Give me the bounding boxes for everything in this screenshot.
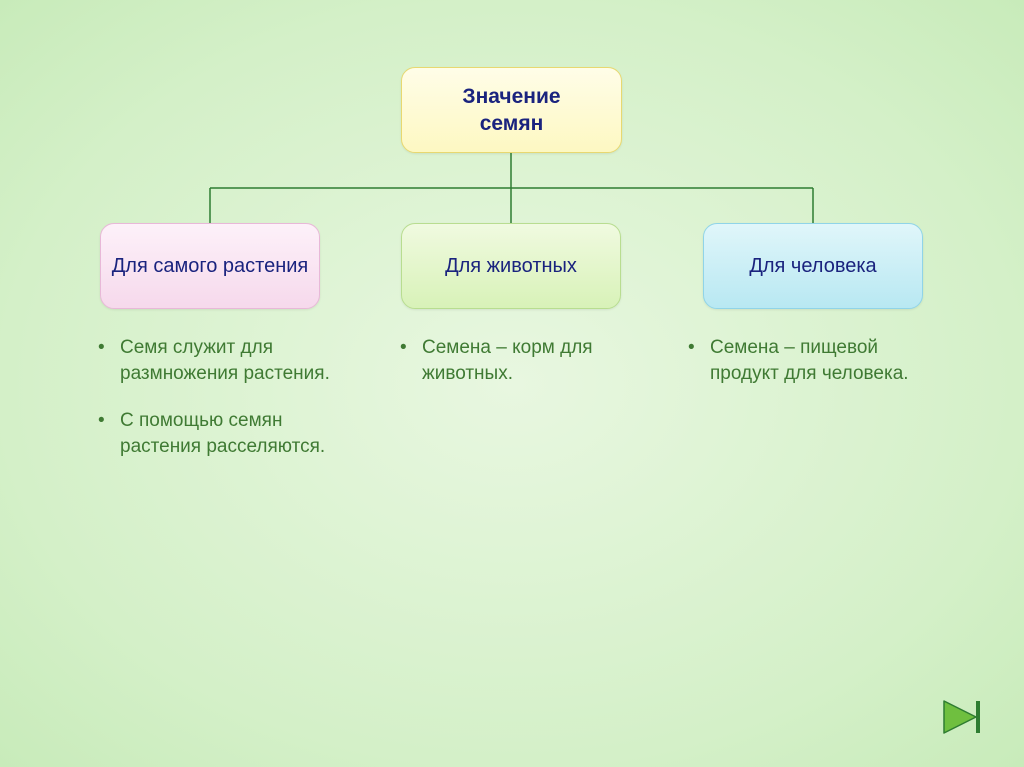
bullets-human: Семена – пищевой продукт для человека. xyxy=(680,335,930,408)
child-label-human: Для человека xyxy=(749,253,876,279)
bullet-item: С помощью семян растения расселяются. xyxy=(90,408,340,459)
child-node-plant: Для самого растения xyxy=(100,223,320,309)
bullet-item: Семя служит для размножения растения. xyxy=(90,335,340,386)
child-node-human: Для человека xyxy=(703,223,923,309)
next-arrow-icon xyxy=(938,697,994,737)
bullet-item: Семена – корм для животных. xyxy=(392,335,642,386)
bullet-item: Семена – пищевой продукт для человека. xyxy=(680,335,930,386)
next-slide-button[interactable] xyxy=(938,697,994,737)
bullets-animal: Семена – корм для животных. xyxy=(392,335,642,408)
child-node-animal: Для животных xyxy=(401,223,621,309)
bullets-plant: Семя служит для размножения растения. С … xyxy=(90,335,340,482)
child-label-plant: Для самого растения xyxy=(112,253,308,279)
root-node: Значениесемян xyxy=(401,67,622,153)
child-label-animal: Для животных xyxy=(445,253,577,279)
root-label: Значениесемян xyxy=(462,83,560,138)
